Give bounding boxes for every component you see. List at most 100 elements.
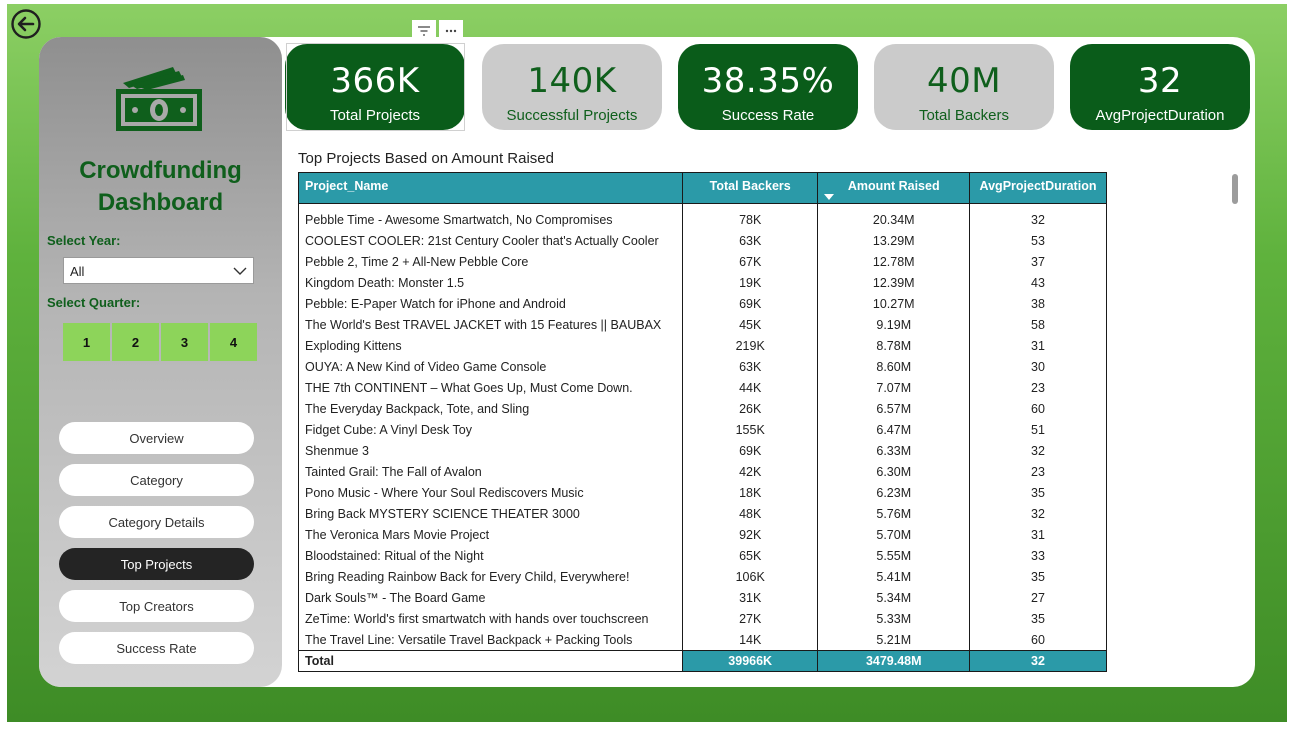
cell-total-backers: 78K — [681, 203, 819, 231]
table-row[interactable]: Pebble Time - Awesome Smartwatch, No Com… — [298, 203, 1107, 231]
kpi-value: 40M — [926, 61, 1002, 101]
cell-amount-raised: 5.34M — [817, 587, 971, 609]
table-row[interactable]: Pono Music - Where Your Soul Rediscovers… — [298, 482, 1107, 504]
column-header-avg-project-duration[interactable]: AvgProjectDuration — [969, 172, 1107, 204]
cell-total-backers: 67K — [681, 251, 819, 273]
cell-avg-project-duration: 43 — [969, 272, 1107, 294]
kpi-label: Success Rate — [721, 107, 815, 124]
table-row[interactable]: Bring Back MYSTERY SCIENCE THEATER 3000 4… — [298, 503, 1107, 525]
nav-top-projects-button[interactable]: Top Projects — [59, 548, 254, 580]
cell-total-backers: 42K — [681, 461, 819, 483]
cell-project-name: Shenmue 3 — [298, 440, 683, 462]
nav-category-details-button[interactable]: Category Details — [59, 506, 254, 538]
kpi-successful-projects: 140K Successful Projects — [482, 44, 662, 130]
table-total-row: Total 39966K 3479.48M 32 — [298, 650, 1107, 672]
cell-project-name: Pono Music - Where Your Soul Rediscovers… — [298, 482, 683, 504]
cell-amount-raised: 8.60M — [817, 356, 971, 378]
cell-avg-project-duration: 37 — [969, 251, 1107, 273]
column-header-project-name[interactable]: Project_Name — [298, 172, 683, 204]
table-row[interactable]: COOLEST COOLER: 21st Century Cooler that… — [298, 230, 1107, 252]
select-year-label: Select Year: — [47, 233, 121, 248]
cell-amount-raised: 6.47M — [817, 419, 971, 441]
sort-descending-icon — [824, 194, 835, 200]
cell-total-backers: 106K — [681, 566, 819, 588]
more-options-icon[interactable] — [439, 20, 463, 42]
kpi-label: Successful Projects — [506, 107, 638, 124]
table-row[interactable]: Shenmue 3 69K 6.33M 32 — [298, 440, 1107, 462]
cell-total-backers: 45K — [681, 314, 819, 336]
table-row[interactable]: Pebble: E-Paper Watch for iPhone and And… — [298, 293, 1107, 315]
table-row[interactable]: Exploding Kittens 219K 8.78M 31 — [298, 335, 1107, 357]
table-row[interactable]: Kingdom Death: Monster 1.5 19K 12.39M 43 — [298, 272, 1107, 294]
cell-avg-project-duration: 32 — [969, 440, 1107, 462]
table-row[interactable]: Bring Reading Rainbow Back for Every Chi… — [298, 566, 1107, 588]
money-icon — [116, 67, 202, 131]
cell-avg-project-duration: 51 — [969, 419, 1107, 441]
table-row[interactable]: Dark Souls™ - The Board Game 31K 5.34M 27 — [298, 587, 1107, 609]
cell-project-name: The Veronica Mars Movie Project — [298, 524, 683, 546]
table-row[interactable]: ZeTime: World's first smartwatch with ha… — [298, 608, 1107, 630]
nav-category-button[interactable]: Category — [59, 464, 254, 496]
table-row[interactable]: THE 7th CONTINENT – What Goes Up, Must C… — [298, 377, 1107, 399]
kpi-total-projects: 366K Total Projects — [285, 44, 465, 130]
column-header-amount-raised[interactable]: Amount Raised — [817, 172, 971, 204]
cell-total-backers: 219K — [681, 335, 819, 357]
cell-avg-project-duration: 58 — [969, 314, 1107, 336]
quarter-button-3[interactable]: 3 — [161, 323, 208, 361]
cell-total-backers: 31K — [681, 587, 819, 609]
cell-project-name: Pebble Time - Awesome Smartwatch, No Com… — [298, 203, 683, 231]
filter-icon[interactable] — [412, 20, 436, 42]
cell-project-name: Bloodstained: Ritual of the Night — [298, 545, 683, 567]
cell-project-name: Bring Reading Rainbow Back for Every Chi… — [298, 566, 683, 588]
table-row[interactable]: Bloodstained: Ritual of the Night 65K 5.55… — [298, 545, 1107, 567]
cell-avg-project-duration: 30 — [969, 356, 1107, 378]
table-row[interactable]: Fidget Cube: A Vinyl Desk Toy 155K 6.47M 51 — [298, 419, 1107, 441]
cell-total-backers: 48K — [681, 503, 819, 525]
table-row[interactable]: The World's Best TRAVEL JACKET with 15 F… — [298, 314, 1107, 336]
cell-amount-raised: 9.19M — [817, 314, 971, 336]
quarter-button-2[interactable]: 2 — [112, 323, 159, 361]
cell-project-name: COOLEST COOLER: 21st Century Cooler that… — [298, 230, 683, 252]
selected-visual-outline — [286, 43, 465, 131]
visual-header — [412, 20, 463, 42]
cell-amount-raised: 8.78M — [817, 335, 971, 357]
cell-total-backers: 65K — [681, 545, 819, 567]
dashboard-title-line1: Crowdfunding — [79, 157, 242, 184]
cell-amount-raised: 5.70M — [817, 524, 971, 546]
table-scrollbar[interactable] — [1232, 174, 1238, 204]
cell-avg-project-duration: 27 — [969, 587, 1107, 609]
quarter-button-1[interactable]: 1 — [63, 323, 110, 361]
cell-project-name: OUYA: A New Kind of Video Game Console — [298, 356, 683, 378]
kpi-value: 140K — [527, 61, 617, 101]
cell-project-name: Kingdom Death: Monster 1.5 — [298, 272, 683, 294]
quarter-slicer: 1 2 3 4 — [63, 323, 257, 361]
cell-avg-project-duration: 60 — [969, 629, 1107, 651]
kpi-value: 366K — [330, 61, 420, 101]
table-row[interactable]: Tainted Grail: The Fall of Avalon 42K 6.30… — [298, 461, 1107, 483]
column-header-total-backers[interactable]: Total Backers — [681, 172, 819, 204]
nav-overview-button[interactable]: Overview — [59, 422, 254, 454]
nav-success-rate-button[interactable]: Success Rate — [59, 632, 254, 664]
cell-project-name: Dark Souls™ - The Board Game — [298, 587, 683, 609]
nav-top-creators-button[interactable]: Top Creators — [59, 590, 254, 622]
table-row[interactable]: The Veronica Mars Movie Project 92K 5.70M 3… — [298, 524, 1107, 546]
cell-avg-project-duration: 31 — [969, 524, 1107, 546]
year-dropdown[interactable]: All — [63, 257, 254, 284]
table-row[interactable]: Pebble 2, Time 2 + All-New Pebble Core 67… — [298, 251, 1107, 273]
table-row[interactable]: The Everyday Backpack, Tote, and Sling 26… — [298, 398, 1107, 420]
table-row[interactable]: OUYA: A New Kind of Video Game Console 63… — [298, 356, 1107, 378]
cell-total-backers: 18K — [681, 482, 819, 504]
total-backers: 39966K — [681, 650, 819, 672]
top-projects-table: Project_Name Total Backers Amount Raised… — [298, 172, 1107, 672]
quarter-button-4[interactable]: 4 — [210, 323, 257, 361]
cell-total-backers: 44K — [681, 377, 819, 399]
cell-avg-project-duration: 35 — [969, 482, 1107, 504]
back-arrow-icon[interactable] — [10, 8, 42, 40]
table-row[interactable]: The Travel Line: Versatile Travel Backpa… — [298, 629, 1107, 651]
chevron-down-icon — [233, 267, 247, 275]
cell-amount-raised: 5.33M — [817, 608, 971, 630]
table-title: Top Projects Based on Amount Raised — [298, 150, 554, 167]
cell-total-backers: 14K — [681, 629, 819, 651]
column-header-label: Amount Raised — [847, 179, 940, 193]
kpi-success-rate: 38.35% Success Rate — [678, 44, 858, 130]
